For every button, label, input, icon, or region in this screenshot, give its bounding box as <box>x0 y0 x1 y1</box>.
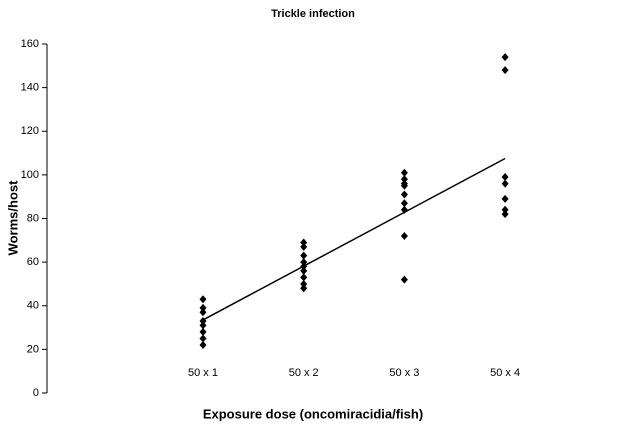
point <box>400 199 408 208</box>
point <box>400 175 408 184</box>
point <box>501 53 509 62</box>
point <box>300 279 308 288</box>
point <box>400 231 408 240</box>
point <box>501 194 509 203</box>
point <box>400 181 408 190</box>
point <box>501 173 509 182</box>
point <box>199 303 207 312</box>
point <box>300 273 308 282</box>
x-tick-label: 50 x 1 <box>188 367 218 379</box>
point <box>199 295 207 304</box>
point <box>199 321 207 330</box>
y-axis-label: Worms/host <box>5 180 20 256</box>
y-tick-label: 160 <box>21 38 39 50</box>
point <box>400 190 408 199</box>
point <box>400 168 408 177</box>
point <box>199 341 207 350</box>
trendline <box>202 157 506 321</box>
y-tick-label: 60 <box>27 256 39 268</box>
point <box>300 266 308 275</box>
y-tick-label: 140 <box>21 82 39 94</box>
point <box>199 308 207 317</box>
x-tick-label: 50 x 2 <box>289 367 319 379</box>
x-tick-label: 50 x 4 <box>490 367 520 379</box>
point <box>400 275 408 284</box>
y-tick-label: 0 <box>33 387 39 399</box>
x-tick-label: 50 x 3 <box>389 367 419 379</box>
x-axis-label: Exposure dose (oncomiracidia/fish) <box>203 406 423 421</box>
point <box>501 205 509 214</box>
chart-title: Trickle infection <box>271 8 355 20</box>
point <box>199 327 207 336</box>
point <box>501 179 509 188</box>
point <box>300 284 308 293</box>
point <box>300 258 308 267</box>
y-tick-label: 120 <box>21 125 39 137</box>
point <box>300 238 308 247</box>
point <box>501 66 509 75</box>
point <box>300 242 308 251</box>
point <box>199 334 207 343</box>
y-tick-label: 80 <box>27 212 39 224</box>
y-tick-label: 100 <box>21 169 39 181</box>
point <box>501 210 509 219</box>
point <box>300 251 308 260</box>
y-tick-label: 20 <box>27 343 39 355</box>
y-tick-label: 40 <box>27 300 39 312</box>
